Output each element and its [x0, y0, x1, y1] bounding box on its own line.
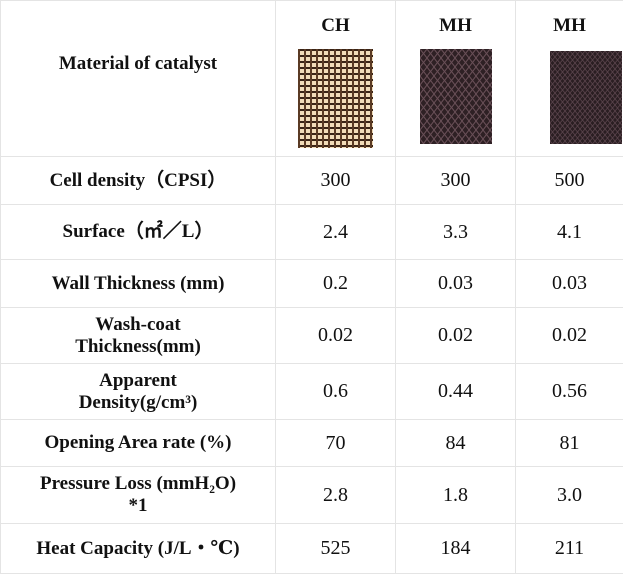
- row-label: Opening Area rate (%): [1, 420, 276, 467]
- header-box: CH: [276, 1, 395, 156]
- table-body: Material of catalyst CH MH MH: [1, 1, 623, 574]
- value-cell: 84: [396, 420, 516, 467]
- header-row: Material of catalyst CH MH MH: [1, 1, 623, 157]
- value-cell: 0.03: [516, 260, 623, 308]
- value-cell: 300: [396, 157, 516, 205]
- column-name: MH: [396, 15, 515, 37]
- value-cell: 0.02: [516, 308, 623, 364]
- value-cell: 70: [276, 420, 396, 467]
- value-cell: 0.2: [276, 260, 396, 308]
- row-label: Wash-coat Thickness(mm): [1, 308, 276, 364]
- value-cell: 0.03: [396, 260, 516, 308]
- value-cell: 525: [276, 524, 396, 574]
- value-cell: 2.4: [276, 205, 396, 260]
- row-label: Cell density（CPSI）: [1, 157, 276, 205]
- row-label: Wall Thickness (mm): [1, 260, 276, 308]
- header-cell: CH: [276, 1, 396, 157]
- value-cell: 3.0: [516, 467, 623, 524]
- header-cell: MH: [516, 1, 623, 157]
- page: {"table": { "header": {"label": "Materia…: [0, 0, 623, 572]
- row-label: Heat Capacity (J/L・℃): [1, 524, 276, 574]
- header-cell: MH: [396, 1, 516, 157]
- header-box: MH: [516, 1, 623, 156]
- value-cell: 81: [516, 420, 623, 467]
- row-label: Pressure Loss (mmH₂O) *1: [1, 467, 276, 524]
- value-cell: 4.1: [516, 205, 623, 260]
- column-name: MH: [516, 15, 623, 37]
- value-cell: 2.8: [276, 467, 396, 524]
- header-box: MH: [396, 1, 515, 156]
- value-cell: 184: [396, 524, 516, 574]
- mh-sample-image: [420, 49, 492, 144]
- value-cell: 0.02: [276, 308, 396, 364]
- value-cell: 0.6: [276, 364, 396, 420]
- value-cell: 0.02: [396, 308, 516, 364]
- row-label: Apparent Density(g/cm³): [1, 364, 276, 420]
- value-cell: 1.8: [396, 467, 516, 524]
- mh-sample-image: [550, 51, 622, 144]
- header-label: Material of catalyst: [1, 1, 276, 157]
- spec-table: Material of catalyst CH MH MH: [0, 0, 623, 574]
- value-cell: 500: [516, 157, 623, 205]
- column-name: CH: [276, 15, 395, 37]
- value-cell: 300: [276, 157, 396, 205]
- value-cell: 3.3: [396, 205, 516, 260]
- row-label: Surface（㎡／L）: [1, 205, 276, 260]
- value-cell: 211: [516, 524, 623, 574]
- value-cell: 0.44: [396, 364, 516, 420]
- ch-sample-image: [298, 49, 373, 148]
- value-cell: 0.56: [516, 364, 623, 420]
